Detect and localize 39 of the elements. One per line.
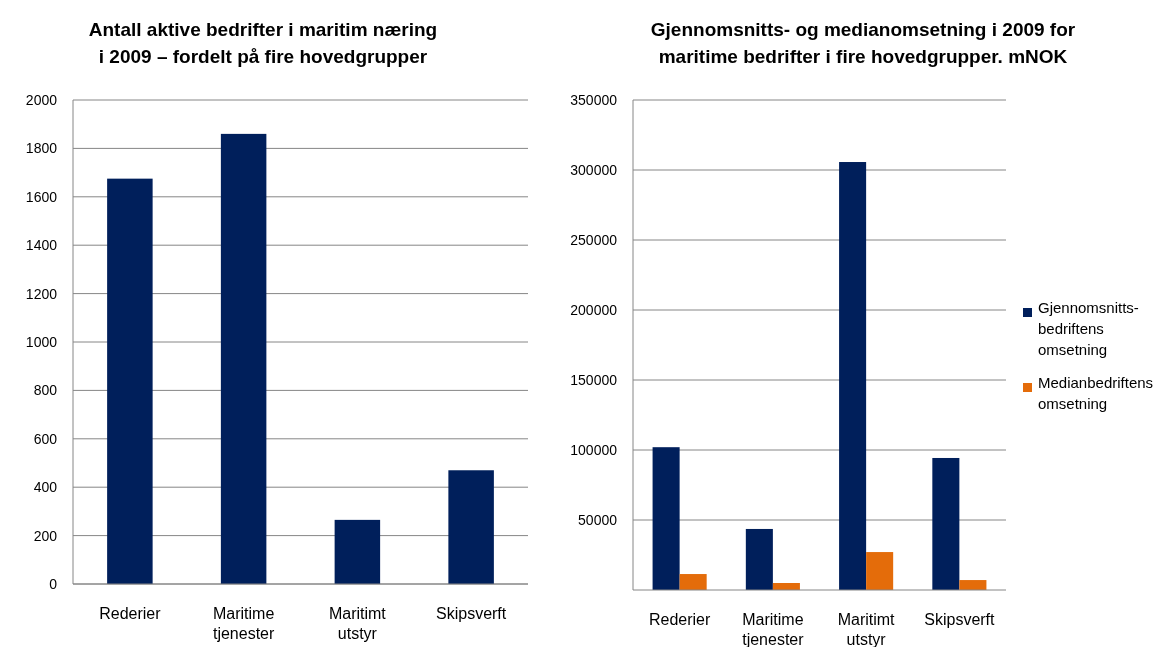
bar xyxy=(107,178,153,584)
bar xyxy=(745,528,773,590)
y-tick-label: 150000 xyxy=(570,371,618,388)
y-tick-label: 350000 xyxy=(570,91,618,108)
chart-title: Gjennomsnitts- og medianomsetning i 2009 for maritime bedrifter i fire hovedgrupper. mNOK xyxy=(650,19,1076,67)
y-tick-label: 400 xyxy=(33,479,58,496)
bar xyxy=(839,162,867,590)
y-tick-label: 800 xyxy=(33,382,58,399)
x-tick-label: Skipsverft xyxy=(436,605,507,622)
bar xyxy=(334,519,381,584)
bar xyxy=(448,470,494,584)
legend-label: Medianbedriftens omsetning xyxy=(1038,374,1154,412)
y-tick-label: 1800 xyxy=(25,140,58,157)
y-tick-label: 1600 xyxy=(25,188,58,205)
x-tick-label: Skipsverft xyxy=(924,611,996,628)
y-tick-label: 1200 xyxy=(25,285,58,302)
bar xyxy=(220,133,267,584)
x-tick-label: Maritimt utstyr xyxy=(328,605,387,642)
y-tick-label: 250000 xyxy=(570,231,618,248)
y-tick-label: 300000 xyxy=(570,161,618,178)
bar xyxy=(959,580,987,590)
x-tick-label: Maritime tjenester xyxy=(212,605,275,642)
y-tick-label: 200000 xyxy=(570,301,618,318)
chart-title: Antall aktive bedrifter i maritim næring i 2009 – fordelt på fire hovedgrupper xyxy=(88,19,438,67)
bar xyxy=(866,552,894,590)
y-tick-label: 50000 xyxy=(578,511,618,528)
y-tick-label: 1000 xyxy=(25,333,58,350)
y-tick-label: 1400 xyxy=(25,237,58,254)
bar xyxy=(932,457,960,590)
y-tick-label: 2000 xyxy=(25,91,58,108)
x-tick-label: Rederier xyxy=(99,605,162,622)
y-tick-label: 0 xyxy=(49,575,58,592)
x-tick-label: Rederier xyxy=(648,611,711,628)
y-tick-label: 200 xyxy=(33,527,58,544)
bar xyxy=(679,574,707,590)
bar xyxy=(652,447,680,590)
y-tick-label: 100000 xyxy=(570,441,618,458)
y-tick-label: 600 xyxy=(33,430,58,447)
legend-label: Gjennomsnitts-bedriftens omsetning xyxy=(1038,299,1139,358)
